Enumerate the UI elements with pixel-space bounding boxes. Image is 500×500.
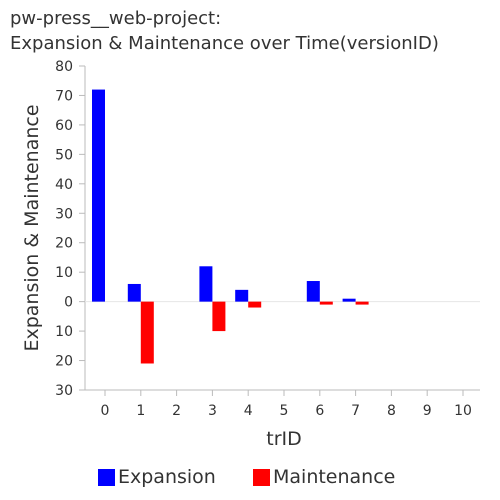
legend-item-expansion: Expansion (98, 464, 216, 490)
y-tick-label: 40 (55, 177, 73, 193)
bar-maintenance-3 (212, 301, 226, 332)
x-tick-label: 0 (101, 403, 110, 419)
bar-maintenance-7 (355, 301, 369, 305)
legend: Expansion Maintenance (0, 464, 500, 490)
x-tick-label: 5 (280, 403, 289, 419)
x-tick-label: 10 (454, 403, 472, 419)
bar-maintenance-6 (319, 301, 333, 305)
y-tick-label: 10 (55, 265, 73, 281)
y-tick-label: 20 (55, 236, 73, 252)
y-tick-label: 30 (55, 383, 73, 399)
x-tick-label: 6 (315, 403, 324, 419)
bar-expansion-7 (342, 298, 356, 302)
legend-label-expansion: Expansion (118, 466, 216, 488)
x-tick-label: 2 (172, 403, 181, 419)
bar-expansion-0 (92, 89, 105, 302)
y-tick-label: 50 (55, 147, 73, 163)
legend-item-maintenance: Maintenance (253, 464, 395, 490)
chart-title-line-1: pw-press__web-project: (10, 8, 222, 29)
x-tick-label: 9 (423, 403, 432, 419)
bar-expansion-3 (199, 266, 213, 302)
bar-maintenance-4 (248, 301, 262, 308)
y-tick-label: 10 (55, 324, 73, 340)
bar-expansion-4 (235, 289, 249, 302)
x-tick-label: 3 (208, 403, 217, 419)
x-tick-label: 1 (136, 403, 145, 419)
y-tick-label: 70 (55, 88, 73, 104)
chart-title-line-2: Expansion & Maintenance over Time(versio… (10, 33, 439, 54)
chart-title: pw-press__web-project: Expansion & Maint… (10, 6, 439, 56)
legend-label-maintenance: Maintenance (273, 466, 396, 488)
x-tick-label: 4 (244, 403, 253, 419)
x-axis-label: trID (266, 428, 302, 450)
bar-maintenance-1 (140, 301, 154, 364)
y-tick-label: 60 (55, 118, 73, 134)
y-tick-label: 20 (55, 354, 73, 370)
legend-swatch-expansion (98, 468, 115, 486)
legend-swatch-maintenance (253, 468, 270, 486)
y-tick-label: 80 (55, 59, 73, 75)
x-axis: 0 1 2 3 4 5 6 7 8 9 10 (85, 389, 480, 419)
y-axis: 80 70 60 50 40 30 20 10 0 10 20 30 (55, 59, 480, 399)
x-tick-label: 7 (351, 403, 360, 419)
y-tick-label: 30 (55, 206, 73, 222)
y-axis-label: Expansion & Maintenance (21, 104, 43, 351)
bar-expansion-1 (127, 283, 141, 302)
bar-expansion-6 (306, 281, 320, 302)
x-tick-label: 8 (387, 403, 396, 419)
bars (92, 89, 369, 364)
y-tick-label: 0 (64, 295, 73, 311)
